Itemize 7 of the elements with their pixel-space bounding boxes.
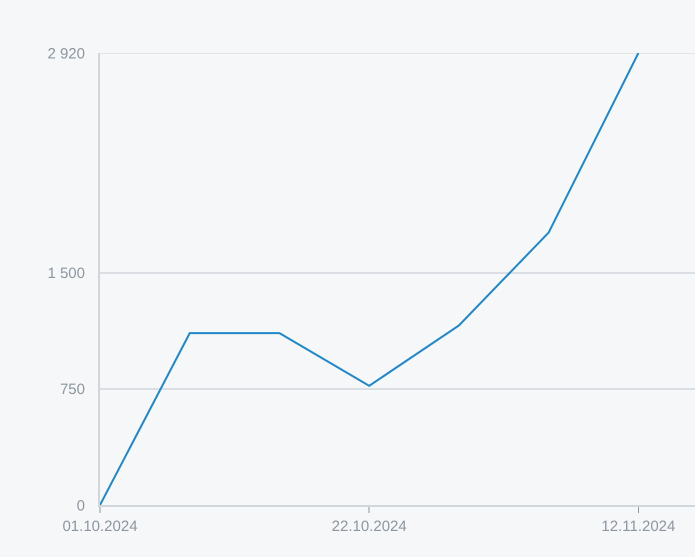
x-tick-label: 01.10.2024 [62, 518, 138, 535]
x-tick-label: 12.11.2024 [601, 518, 676, 535]
y-tick-label: 750 [60, 381, 85, 398]
y-tick-label: 1 500 [47, 265, 85, 282]
x-tick-label: 22.10.2024 [332, 518, 407, 535]
y-tick-label: 0 [76, 497, 85, 514]
y-tick-label: 2 920 [47, 45, 85, 62]
